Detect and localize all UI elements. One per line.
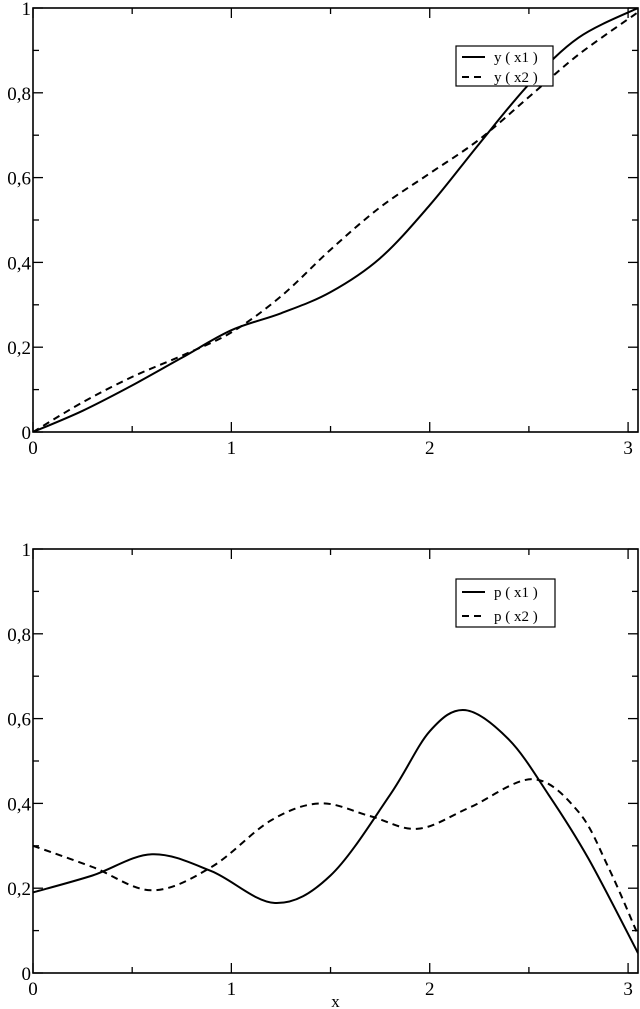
y-tick-label: 0,6 [7, 710, 31, 731]
y-tick-label: 0,2 [7, 338, 31, 359]
x-tick-label: 1 [227, 979, 237, 1000]
y-tick-label: 1 [22, 0, 32, 20]
y-tick-label: 0,2 [7, 879, 31, 900]
y-tick-label: 0,4 [7, 794, 31, 815]
x-tick-label: 3 [623, 979, 633, 1000]
legend-label-2: p ( x2 ) [494, 609, 538, 625]
plot-frame [32, 7, 639, 433]
legend: y ( x1 ) y ( x2 ) [455, 45, 554, 87]
y-tick-label: 0 [22, 964, 32, 985]
legend-label-1: y ( x1 ) [494, 50, 538, 66]
legend: p ( x1 ) p ( x2 ) [455, 578, 556, 628]
x-tick-label: 2 [425, 438, 435, 459]
x-tick-label: 3 [623, 438, 633, 459]
legend-box [455, 45, 554, 87]
y-tick-label: 0,6 [7, 169, 31, 190]
x-tick-label: 1 [227, 438, 237, 459]
y-tick-label: 1 [22, 540, 32, 561]
x-tick-label: 0 [28, 979, 38, 1000]
plot-area [33, 709, 638, 954]
legend-label-1: p ( x1 ) [494, 585, 538, 601]
y-tick-label: 0,4 [7, 253, 31, 274]
x-tick-label: 0 [28, 438, 38, 459]
series-line-2 [33, 11, 638, 432]
x-tick-label: 2 [425, 979, 435, 1000]
series-line-2 [33, 778, 638, 936]
y-tick-label: 0,8 [7, 625, 31, 646]
legend-box [455, 578, 556, 628]
series-line-1 [33, 709, 638, 954]
legend-label-2: y ( x2 ) [494, 70, 538, 86]
y-tick-label: 0,8 [7, 84, 31, 105]
x-axis-title: x [331, 992, 340, 1009]
plot-frame [32, 548, 639, 974]
top-chart-y: 0 1 2 3 0 0,2 0,4 0,6 0,8 1 y ( x1 ) y ( x2 ) [7, 0, 639, 459]
y-tick-label: 0 [22, 423, 32, 444]
bottom-chart-p: 0 1 2 3 0 0,2 0,4 0,6 0,8 1 x p ( x1 ) p ( x2 ) [7, 540, 639, 1009]
